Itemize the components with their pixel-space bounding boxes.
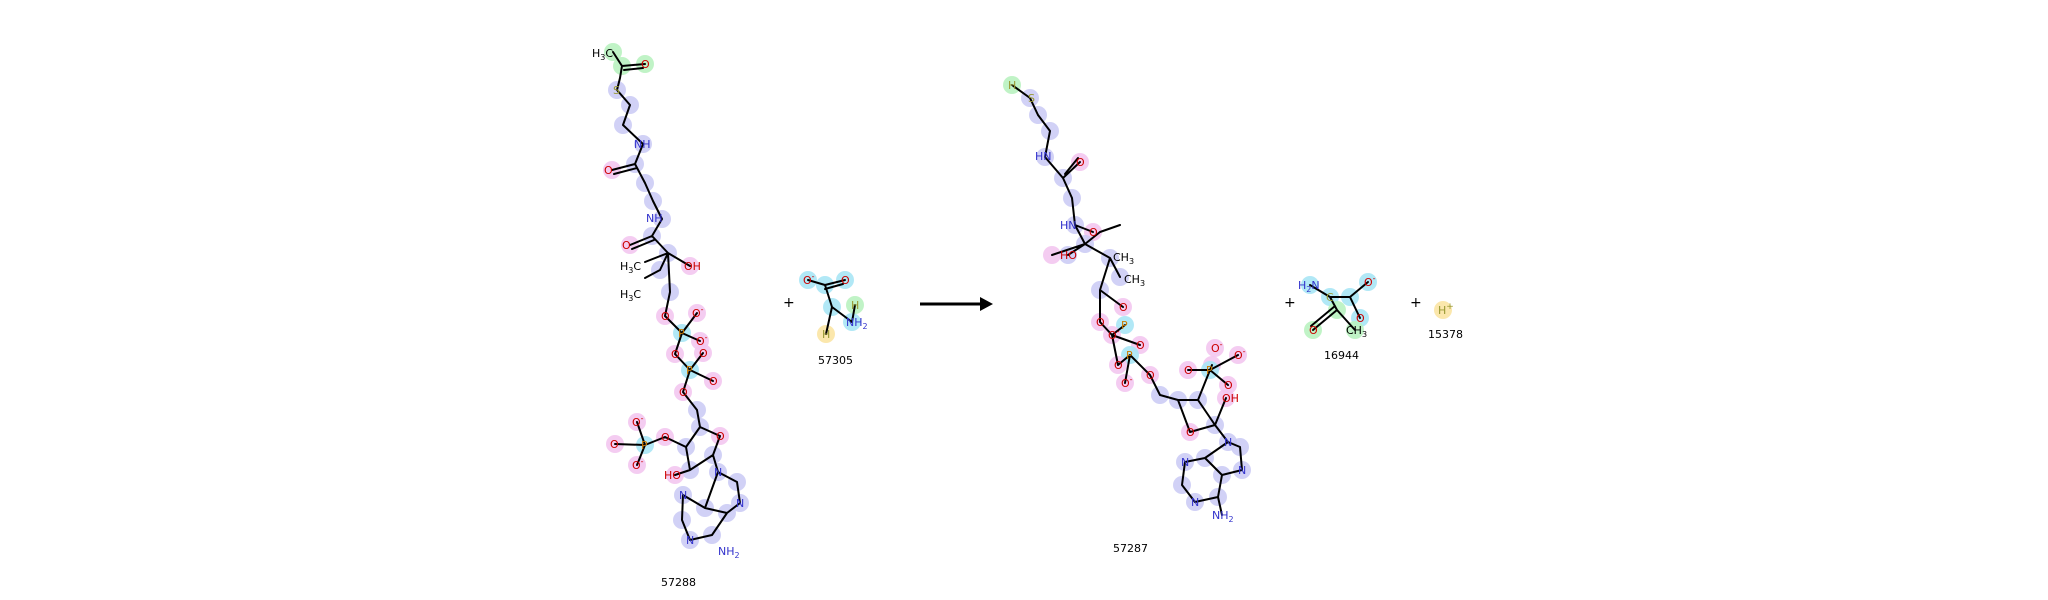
svg-text:CH3: CH3 bbox=[1124, 273, 1145, 288]
svg-text:CH3: CH3 bbox=[1346, 324, 1367, 339]
molecule-15378: H+ bbox=[1434, 301, 1454, 319]
atom-highlights bbox=[1003, 76, 1251, 511]
svg-text:O: O bbox=[661, 310, 670, 323]
svg-text:N: N bbox=[1191, 496, 1199, 509]
bonds bbox=[1309, 281, 1369, 331]
svg-text:H: H bbox=[1008, 79, 1016, 92]
svg-text:N: N bbox=[1181, 456, 1189, 469]
plus-operator-2: + bbox=[1284, 295, 1296, 311]
svg-text:P: P bbox=[1126, 349, 1133, 362]
plus-operator-1: + bbox=[783, 295, 795, 311]
svg-text:O-: O- bbox=[1364, 274, 1376, 289]
atom-labels: H2N C O- O O CH3 bbox=[1298, 274, 1376, 339]
svg-text:O: O bbox=[679, 386, 688, 399]
svg-text:CH3: CH3 bbox=[1113, 251, 1134, 266]
molecule-16944: H2N C O- O O CH3 bbox=[1298, 273, 1377, 339]
svg-text:O: O bbox=[841, 274, 850, 287]
svg-text:OH: OH bbox=[1222, 392, 1239, 405]
svg-text:S: S bbox=[1028, 92, 1035, 105]
svg-text:H3C: H3C bbox=[592, 47, 613, 62]
svg-text:HN: HN bbox=[1060, 219, 1077, 232]
svg-text:O-: O- bbox=[1108, 327, 1120, 342]
svg-text:O: O bbox=[709, 375, 718, 388]
svg-text:N: N bbox=[1224, 436, 1232, 449]
svg-text:O: O bbox=[1114, 359, 1123, 372]
svg-text:O: O bbox=[1119, 301, 1128, 314]
proton-highlight bbox=[1434, 301, 1452, 319]
svg-text:O-: O- bbox=[1121, 375, 1133, 390]
svg-text:NH2: NH2 bbox=[718, 545, 740, 560]
label-15378: 15378 bbox=[1428, 328, 1463, 341]
reaction-arrow bbox=[920, 297, 993, 311]
svg-text:N: N bbox=[686, 534, 694, 547]
svg-text:P: P bbox=[1121, 319, 1128, 332]
svg-text:O-: O- bbox=[1234, 347, 1246, 362]
svg-text:O: O bbox=[1186, 426, 1195, 439]
svg-text:O: O bbox=[1096, 316, 1105, 329]
svg-text:O: O bbox=[1089, 226, 1098, 239]
svg-text:O: O bbox=[1136, 339, 1145, 352]
svg-text:O: O bbox=[1356, 312, 1365, 325]
svg-text:O: O bbox=[1076, 156, 1085, 169]
svg-text:O: O bbox=[604, 164, 613, 177]
svg-text:O-: O- bbox=[696, 333, 708, 348]
svg-text:O-: O- bbox=[803, 272, 815, 287]
svg-text:N: N bbox=[736, 497, 744, 510]
svg-text:O: O bbox=[1184, 364, 1193, 377]
svg-text:NH2: NH2 bbox=[846, 316, 868, 331]
plus-operator-3: + bbox=[1410, 295, 1422, 311]
svg-text:O: O bbox=[661, 431, 670, 444]
svg-text:O: O bbox=[1309, 324, 1318, 337]
svg-text:P: P bbox=[1206, 364, 1213, 377]
svg-text:H: H bbox=[851, 299, 859, 312]
bonds bbox=[807, 279, 856, 335]
svg-text:NH2: NH2 bbox=[1212, 509, 1234, 524]
label-57287: 57287 bbox=[1113, 542, 1148, 555]
svg-text:H3C: H3C bbox=[620, 288, 641, 303]
molecule-57288: H3C O S NH O NH O OH H3C H3C O O- P O- O… bbox=[592, 43, 749, 560]
svg-text:P: P bbox=[641, 439, 648, 452]
svg-text:P: P bbox=[686, 364, 693, 377]
svg-text:O-: O- bbox=[692, 305, 704, 320]
svg-text:C: C bbox=[1326, 291, 1334, 304]
svg-text:HO: HO bbox=[664, 469, 681, 482]
svg-text:O-: O- bbox=[632, 457, 644, 472]
svg-text:NH: NH bbox=[634, 138, 651, 151]
label-57305: 57305 bbox=[818, 354, 853, 367]
svg-text:H2N: H2N bbox=[1298, 279, 1320, 294]
bonds bbox=[1011, 84, 1243, 516]
molecule-57287: H S HN O HN O HO CH3 CH3 O O P O- O P O … bbox=[1003, 76, 1251, 524]
svg-text:O: O bbox=[1146, 369, 1155, 382]
svg-text:O: O bbox=[716, 430, 725, 443]
molecule-57305: O- O H NH2 H bbox=[799, 271, 868, 343]
svg-text:N: N bbox=[1238, 464, 1246, 477]
svg-text:O: O bbox=[699, 347, 708, 360]
svg-text:O: O bbox=[671, 348, 680, 361]
svg-text:S: S bbox=[613, 84, 620, 97]
svg-text:H3C: H3C bbox=[620, 260, 641, 275]
svg-text:N: N bbox=[679, 489, 687, 502]
bonds bbox=[611, 51, 741, 541]
label-16944: 16944 bbox=[1324, 349, 1359, 362]
proton-symbol: H+ bbox=[1438, 302, 1454, 317]
svg-text:OH: OH bbox=[684, 260, 701, 273]
svg-text:NH: NH bbox=[646, 212, 663, 225]
svg-text:O: O bbox=[610, 438, 619, 451]
svg-text:N: N bbox=[714, 466, 722, 479]
label-57288: 57288 bbox=[661, 576, 696, 589]
atom-labels: H3C O S NH O NH O OH H3C H3C O O- P O- O… bbox=[592, 47, 744, 560]
svg-text:O-: O- bbox=[1211, 340, 1223, 355]
atom-labels: H S HN O HN O HO CH3 CH3 O O P O- O P O … bbox=[1008, 79, 1246, 524]
svg-text:HO: HO bbox=[1060, 249, 1077, 262]
svg-text:P: P bbox=[678, 327, 685, 340]
svg-text:O: O bbox=[1224, 379, 1233, 392]
svg-text:O-: O- bbox=[632, 414, 644, 429]
svg-text:HN: HN bbox=[1035, 150, 1052, 163]
atom-labels: O- O H NH2 H bbox=[803, 272, 868, 341]
svg-text:O: O bbox=[622, 239, 631, 252]
svg-text:O: O bbox=[641, 58, 650, 71]
svg-text:H: H bbox=[822, 328, 830, 341]
